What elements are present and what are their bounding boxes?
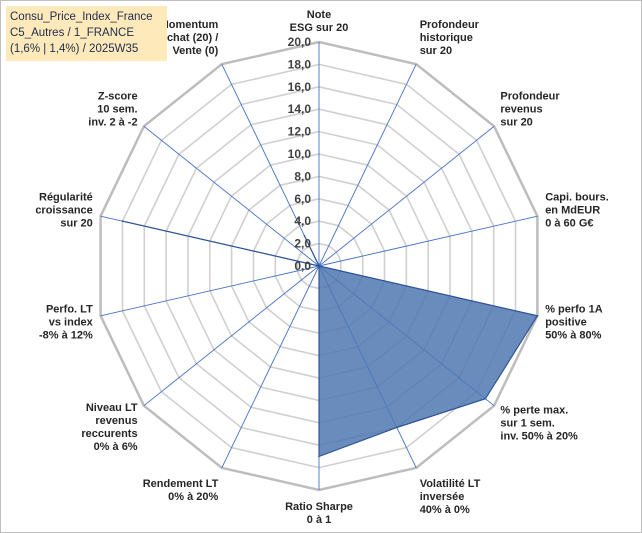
- axis-label-line: en MdEUR: [545, 205, 600, 217]
- axis-label-line: sur 1 sem.: [500, 417, 554, 429]
- axis-label-line: % perfo 1A: [545, 304, 603, 316]
- axis-label-line: sur 20: [500, 117, 532, 129]
- axis-label: Niveau LT revenus reccurents 0% à 6%: [81, 402, 138, 453]
- tick-label: 6,0: [294, 192, 311, 206]
- axis-label-line: inversée: [420, 491, 465, 503]
- axis-label-line: positive: [545, 317, 587, 329]
- axis-label-line: revenus: [500, 104, 542, 116]
- data-point: [318, 265, 320, 267]
- axis-label-line: Z-score: [98, 91, 138, 103]
- axis-spoke: [100, 265, 320, 317]
- axis-label-line: 0% à 20%: [168, 491, 218, 503]
- axis-label-line: Achat (20) /: [159, 32, 218, 44]
- axis-label-line: vs index: [49, 317, 94, 329]
- axis-label-line: Profondeur: [500, 91, 560, 103]
- axis-label-line: Profondeur: [420, 19, 480, 31]
- tick-label: 12,0: [288, 125, 312, 139]
- axis-label: Note ESG sur 20: [290, 9, 349, 34]
- axis-label-line: % perte max.: [500, 404, 568, 416]
- axis-label: Ratio Sharpe 0 à 1: [285, 501, 353, 526]
- axis-label: Profondeur historique sur 20: [420, 19, 480, 57]
- axis-label-line: -8% à 12%: [39, 330, 93, 342]
- tick-label: 0,0: [294, 259, 311, 273]
- data-point: [303, 234, 306, 237]
- radar-axis-labels: Note ESG sur 20 Profondeur historique sur 20…: [35, 9, 608, 526]
- axis-label-line: Rendement LT: [143, 478, 219, 490]
- axis-label-line: 0 à 60 G€: [545, 218, 593, 230]
- axis-label: Momentum Achat (20) / Vente (0): [159, 19, 219, 57]
- data-point: [536, 315, 539, 317]
- axis-label: Capi. bours. en MdEUR 0 à 60 G€: [545, 192, 609, 230]
- axis-label: Profondeur revenus sur 20: [500, 91, 560, 129]
- axis-label-line: croissance: [35, 205, 92, 217]
- axis-label-line: 50% à 80%: [545, 330, 601, 342]
- data-point: [121, 220, 124, 222]
- axis-label-line: historique: [420, 32, 473, 44]
- tick-label: 18,0: [288, 57, 312, 71]
- axis-label: % perte max. sur 1 sem. inv. 50% à 20%: [500, 404, 578, 442]
- series-area: [122, 220, 539, 458]
- tick-label: 8,0: [294, 169, 311, 183]
- data-point: [318, 455, 320, 458]
- axis-label-line: Momentum: [160, 19, 219, 31]
- axis-label-line: 40% à 0%: [420, 504, 470, 516]
- axis-label: % perfo 1A positive 50% à 80%: [545, 304, 603, 342]
- axis-spoke: [318, 125, 495, 267]
- axis-label-line: 10 sem.: [97, 104, 137, 116]
- axis-label-line: revenus: [95, 415, 137, 427]
- axis-label: Perfo. LT vs index -8% à 12%: [39, 304, 94, 342]
- axis-label-line: Perfo. LT: [46, 304, 93, 316]
- axis-label-line: Capi. bours.: [545, 192, 609, 204]
- title-line-3: (1,6% | 1,4%) / 2025W35: [10, 43, 139, 55]
- axis-label-line: ESG sur 20: [290, 22, 349, 34]
- tick-label: 16,0: [288, 80, 312, 94]
- data-point: [396, 426, 398, 429]
- axis-label-line: Ratio Sharpe: [285, 501, 353, 513]
- axis-spoke: [318, 64, 417, 267]
- axis-label-line: 0 à 1: [307, 514, 331, 526]
- title-line-1: Consu_Price_Index_France: [10, 11, 153, 23]
- axis-label-line: reccurents: [81, 428, 137, 440]
- axis-label: Z-score 10 sem. inv. 2 à -2: [88, 91, 137, 129]
- axis-label: Rendement LT 0% à 20%: [143, 478, 219, 503]
- axis-label-line: Volatilité LT: [420, 478, 481, 490]
- axis-label: Régularité croissance sur 20: [35, 192, 92, 230]
- tick-label: 2,0: [294, 237, 311, 251]
- axis-label-line: inv. 2 à -2: [88, 117, 137, 129]
- axis-spoke: [143, 265, 320, 407]
- radar-series: [121, 220, 539, 458]
- axis-label-line: Régularité: [39, 192, 93, 204]
- title-line-2: C5_Autres / 1_FRANCE: [10, 27, 134, 39]
- tick-label: 20,0: [288, 35, 312, 49]
- axis-label-line: inv. 50% à 20%: [500, 430, 578, 442]
- axis-spoke: [221, 64, 320, 267]
- chart-title-box: Consu_Price_Index_France C5_Autres / 1_F…: [6, 6, 167, 61]
- tick-label: 10,0: [288, 147, 312, 161]
- data-point: [484, 397, 487, 400]
- axis-label-line: sur 20: [420, 45, 452, 57]
- tick-label: 14,0: [288, 102, 312, 116]
- axis-label-line: sur 20: [60, 218, 92, 230]
- axis-label-line: Note: [307, 9, 331, 21]
- axis-label-line: Vente (0): [172, 45, 218, 57]
- axis-spoke: [221, 265, 320, 468]
- axis-label: Volatilité LT inversée 40% à 0%: [420, 478, 481, 516]
- radar-ticks: 0,0 2,0 4,0 6,0 8,0 10,0 12,0 14,0 16,0 18,0 20,0: [288, 35, 312, 273]
- tick-label: 4,0: [294, 214, 311, 228]
- axis-spoke: [143, 125, 320, 267]
- axis-label-line: Niveau LT: [86, 402, 138, 414]
- axis-spoke: [318, 215, 538, 267]
- axis-label-line: 0% à 6%: [94, 441, 138, 453]
